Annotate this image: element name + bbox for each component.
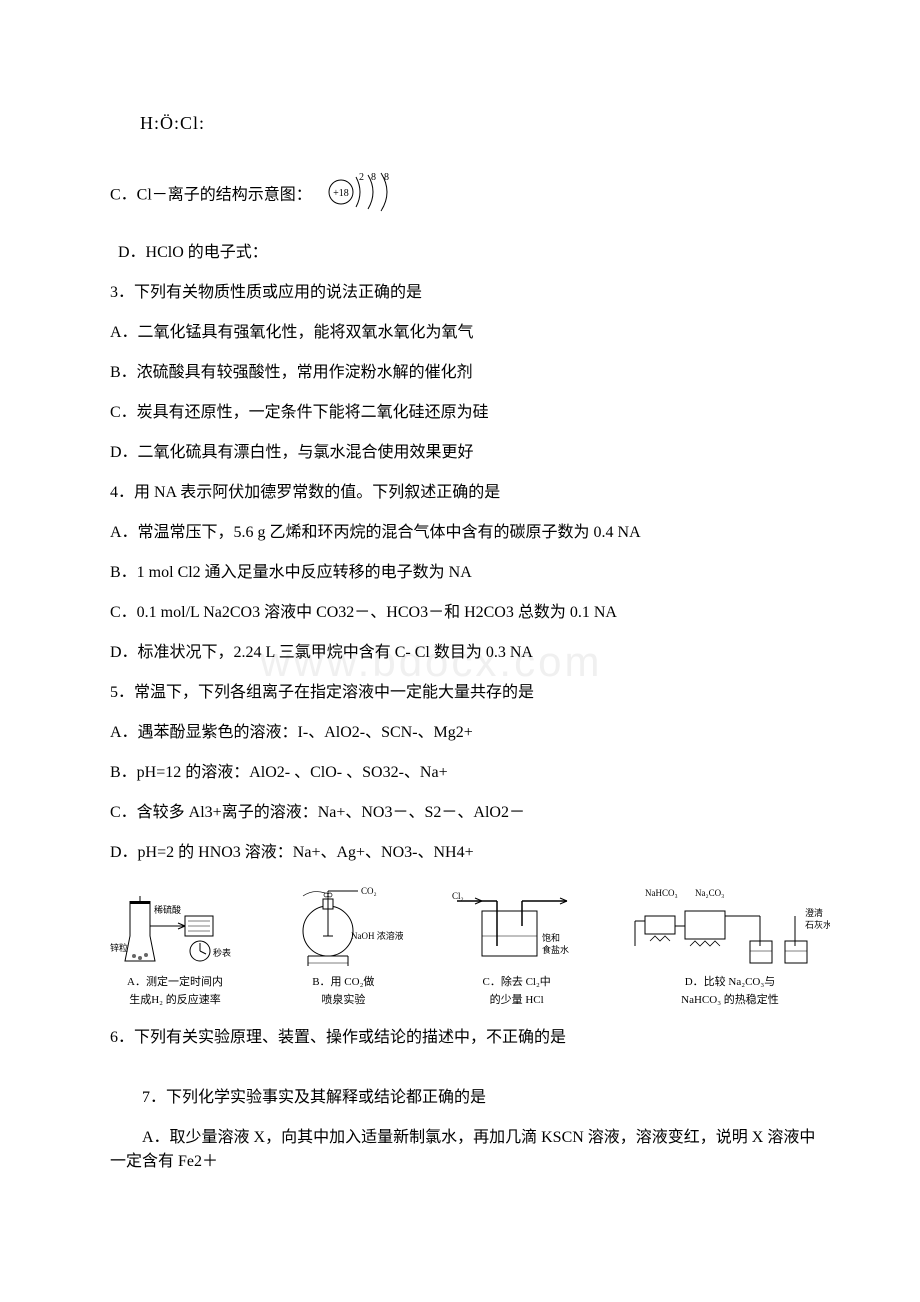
svg-text:澄清: 澄清 [805, 907, 823, 918]
diagram-a: 稀硫酸 锌粒 秒表 A．测定一定时间内 生成H₂ 的反应速率 [110, 891, 240, 1008]
shell-2: 8 [371, 172, 376, 183]
diagram-b-caption2: 喷泉实验 [321, 993, 365, 1007]
q5-option-c: C．含较多 Al3+离子的溶液：Na+、NO3－、S2－、AlO2－ [110, 801, 830, 825]
svg-text:食盐水: 食盐水 [542, 944, 569, 955]
svg-text:石灰水: 石灰水 [805, 919, 830, 930]
q3-option-c: C．炭具有还原性，一定条件下能将二氧化硅还原为硅 [110, 401, 830, 425]
svg-text:Na₂CO₃: Na₂CO₃ [695, 888, 724, 898]
diagram-c-caption2: 的少量 HCl [490, 993, 544, 1007]
option-d-hclo: D．HClO 的电子式： [118, 241, 830, 265]
diagram-b: CO₂ NaOH 浓溶液 B．用 CO₂做 喷泉实验 [283, 881, 403, 1008]
diagram-d-caption1: D．比较 Na₂CO₃与 [685, 975, 775, 989]
q4-option-a: A．常温常压下，5.6 g 乙烯和环丙烷的混合气体中含有的碳原子数为 0.4 N… [110, 521, 830, 545]
q3-option-d: D．二氧化硫具有漂白性，与氯水混合使用效果更好 [110, 441, 830, 465]
option-c-cl-ion: C．Cl－离子的结构示意图： +18 2 8 8 [110, 167, 830, 225]
q7-option-a: A．取少量溶液 X，向其中加入适量新制氯水，再加几滴 KSCN 溶液，溶液变红，… [110, 1126, 830, 1174]
q3-option-b: B．浓硫酸具有较强酸性，常用作淀粉水解的催化剂 [110, 361, 830, 385]
svg-text:Cl₂: Cl₂ [452, 891, 464, 901]
diagram-d: NaHCO₃ Na₂CO₃ 澄清 石灰水 D．比较 Na₂CO₃与 NaHCO₃… [630, 886, 830, 1008]
diagram-a-caption1: A．测定一定时间内 [127, 975, 223, 989]
shell-3: 8 [384, 172, 389, 183]
q4-option-b: B．1 mol Cl2 通入足量水中反应转移的电子数为 NA [110, 561, 830, 585]
svg-text:稀硫酸: 稀硫酸 [154, 904, 181, 915]
atom-structure-diagram: +18 2 8 8 [326, 167, 406, 225]
q4-option-d: D．标准状况下，2.24 L 三氯甲烷中含有 C- Cl 数目为 0.3 NA [110, 641, 830, 665]
q5-stem: 5．常温下，下列各组离子在指定溶液中一定能大量共存的是 [110, 681, 830, 705]
svg-text:饱和: 饱和 [542, 932, 560, 943]
diagram-c: Cl₂ 饱和 食盐水 C．除去 Cl₂中 的少量 HCl [447, 891, 587, 1008]
lewis-structure-hocl: H:Ö:Cl: [140, 110, 830, 137]
q4-option-c: C．0.1 mol/L Na2CO3 溶液中 CO32－、HCO3－和 H2CO… [110, 601, 830, 625]
shell-1: 2 [359, 172, 364, 183]
svg-text:锌粒: 锌粒 [110, 942, 128, 953]
q4-stem: 4．用 NA 表示阿伏加德罗常数的值。下列叙述正确的是 [110, 481, 830, 505]
q3-stem: 3．下列有关物质性质或应用的说法正确的是 [110, 281, 830, 305]
svg-text:秒表: 秒表 [213, 947, 231, 958]
diagram-b-caption1: B．用 CO₂做 [312, 975, 374, 989]
diagram-d-caption2: NaHCO₃ 的热稳定性 [681, 993, 779, 1007]
svg-text:NaHCO₃: NaHCO₃ [645, 888, 678, 898]
q3-option-a: A．二氧化锰具有强氧化性，能将双氧水氧化为氧气 [110, 321, 830, 345]
diagram-a-caption2: 生成H₂ 的反应速率 [129, 993, 221, 1007]
nucleus-label: +18 [333, 188, 349, 199]
q7-stem: 7．下列化学实验事实及其解释或结论都正确的是 [110, 1086, 830, 1110]
q5-option-d: D．pH=2 的 HNO3 溶液：Na+、Ag+、NO3-、NH4+ [110, 841, 830, 865]
svg-text:CO₂: CO₂ [361, 886, 377, 896]
q6-stem: 6．下列有关实验原理、装置、操作或结论的描述中，不正确的是 [110, 1026, 830, 1050]
q5-option-b: B．pH=12 的溶液：AlO2- 、ClO- 、SO32-、Na+ [110, 761, 830, 785]
option-c-text: C．Cl－离子的结构示意图： [110, 187, 312, 204]
q5-option-a: A．遇苯酚显紫色的溶液：I-、AlO2-、SCN-、Mg2+ [110, 721, 830, 745]
svg-text:NaOH 浓溶液: NaOH 浓溶液 [351, 930, 403, 941]
experiment-diagrams-row: 稀硫酸 锌粒 秒表 A．测定一定时间内 生成H₂ 的反应速率 [110, 881, 830, 1008]
diagram-c-caption1: C．除去 Cl₂中 [482, 975, 550, 989]
